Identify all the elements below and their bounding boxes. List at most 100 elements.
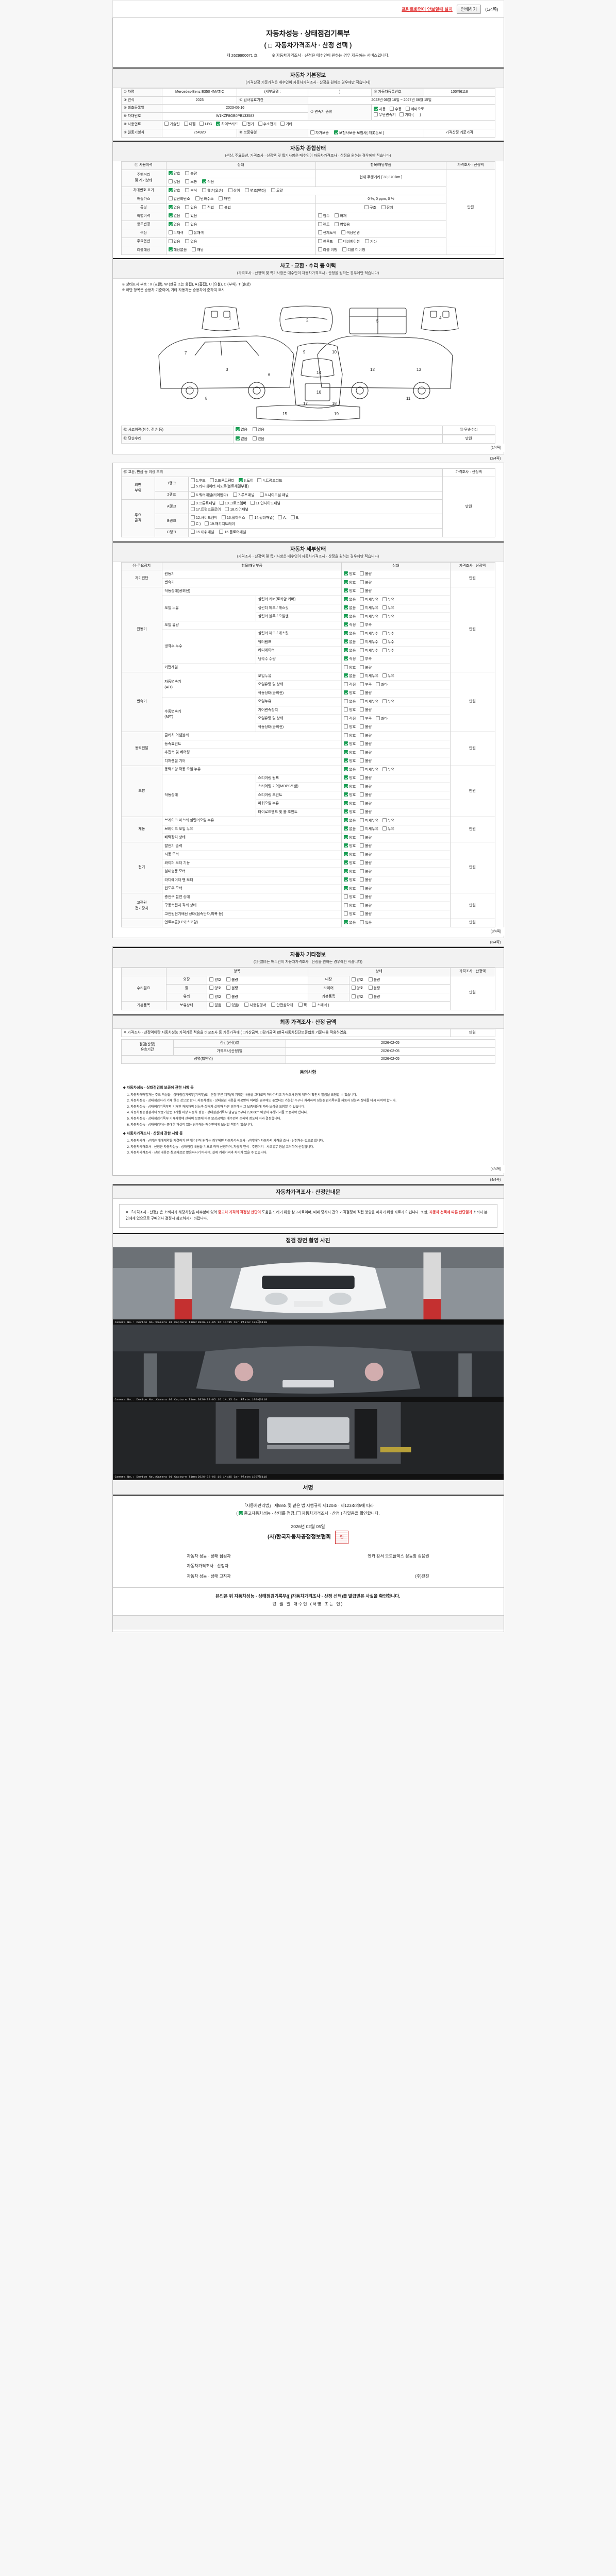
option-적정[interactable]: 적정 [344,656,356,663]
checkbox-icon[interactable] [360,869,364,873]
checkbox-icon[interactable] [259,492,264,497]
checkbox-icon[interactable] [368,977,373,981]
option-불량[interactable]: 불량 [360,750,372,756]
checkbox-icon[interactable] [360,673,364,678]
option-양호[interactable]: 양호 [344,733,356,739]
option-basic-good[interactable]: 양호 [351,994,363,1001]
checkbox-icon[interactable] [342,247,347,251]
checkbox-icon[interactable] [360,801,364,805]
option-양호[interactable]: 양호 [344,775,356,782]
option-없음[interactable]: 없음 [344,631,356,637]
option-color-chromatic[interactable]: 유채색 [188,230,204,236]
option-fuel-diesel[interactable]: 디젤 [184,122,195,128]
option-vin-different[interactable]: 상이 [228,188,240,194]
checkbox-icon[interactable] [335,213,339,217]
option-possession-yes[interactable]: 있음( [226,1003,239,1009]
checkbox-icon[interactable] [209,994,214,998]
checkbox-icon[interactable] [360,648,364,652]
checkbox-icon[interactable] [360,597,364,601]
checkbox-icon[interactable] [226,1003,231,1007]
checkbox-icon[interactable] [360,622,364,627]
option-front-panel[interactable]: 9.프론트패널 [191,501,215,507]
option-vin-altered[interactable]: 변조(변타) [245,188,266,194]
checkbox-icon[interactable] [232,492,237,497]
checkbox-icon[interactable] [376,682,380,686]
option-triangle[interactable]: 안전삼각대 [271,1003,293,1009]
checkbox-icon[interactable] [360,860,364,865]
option-recall-yes[interactable]: 해당 [192,247,204,253]
option-불량[interactable]: 불량 [360,877,372,884]
checkbox-icon[interactable] [344,588,348,593]
option-양호[interactable]: 양호 [344,801,356,807]
checkbox-icon[interactable] [344,835,348,839]
checkbox-icon[interactable] [344,792,348,797]
option-없음[interactable]: 없음 [344,699,356,705]
option-accident-none[interactable]: 없음 [236,427,247,433]
option-없음[interactable]: 없음 [344,605,356,612]
option-emission-smoke[interactable]: 매연 [219,196,230,202]
checkbox-icon[interactable] [360,733,364,737]
checkbox-icon[interactable] [168,239,173,243]
option-tire-good[interactable]: 양호 [351,986,363,992]
option-양호[interactable]: 양호 [344,741,356,748]
checkbox-icon[interactable] [344,758,348,763]
checkbox-icon[interactable] [168,171,173,175]
checkbox-icon[interactable] [344,852,348,856]
checkbox-icon[interactable] [252,436,257,440]
option-possession-none[interactable]: 없음 [209,1003,221,1009]
option-cross-member[interactable]: 10.크로스멤버 [220,501,246,507]
option-양호[interactable]: 양호 [344,784,356,790]
option-mileage-good[interactable]: 양호 [168,171,180,177]
option-special-flood[interactable]: 침수 [318,213,329,219]
option-양호[interactable]: 양호 [344,894,356,901]
checkbox-icon[interactable] [374,106,378,111]
option-accident-yes[interactable]: 있음 [252,427,264,433]
checkbox-icon[interactable] [364,239,369,243]
option-vin-damaged[interactable]: 훼손(오손) [202,188,223,194]
checkbox-icon[interactable] [344,894,348,899]
checkbox-icon[interactable] [191,521,195,526]
checkbox-icon[interactable] [344,690,348,695]
checkbox-icon[interactable] [360,690,364,695]
checkbox-icon[interactable] [271,1003,276,1007]
option-과다[interactable]: 과다 [376,682,388,688]
option-interior-good[interactable]: 양호 [351,977,363,984]
option-누유[interactable]: 누유 [382,699,394,705]
checkbox-icon[interactable] [344,767,348,771]
checkbox-icon[interactable] [360,665,364,669]
checkbox-icon[interactable] [382,699,387,703]
option-양호[interactable]: 양호 [344,860,356,867]
checkbox-icon[interactable] [344,903,348,907]
option-미세누유[interactable]: 미세누유 [360,826,378,833]
option-양호[interactable]: 양호 [344,758,356,765]
option-tire-bad[interactable]: 불량 [368,986,380,992]
option-wheel-bad[interactable]: 불량 [226,986,238,992]
checkbox-icon[interactable] [382,605,387,610]
checkbox-icon[interactable] [236,427,240,432]
option-불량[interactable]: 불량 [360,784,372,790]
option-fuel-lpg[interactable]: LPG [199,122,212,128]
option-없음[interactable]: 없음 [344,818,356,824]
checkbox-icon[interactable] [344,699,348,703]
checkbox-icon[interactable] [360,707,364,712]
option-pillar-b[interactable]: B, [290,515,299,521]
option-simple-none[interactable]: 없음 [236,436,247,443]
option-불량[interactable]: 불량 [360,571,372,578]
option-양호[interactable]: 양호 [344,869,356,875]
checkbox-icon[interactable] [188,230,193,234]
checkbox-icon[interactable] [219,530,224,534]
option-vin-good[interactable]: 양호 [168,188,180,194]
checkbox-icon[interactable] [360,809,364,814]
option-wheel-good[interactable]: 양호 [209,986,221,992]
checkbox-icon[interactable] [335,222,339,226]
checkbox-icon[interactable] [374,112,378,116]
checkbox-icon[interactable] [360,894,364,899]
checkbox-icon[interactable] [209,478,214,482]
checkbox-icon[interactable] [168,222,173,226]
checkbox-icon[interactable] [382,826,387,831]
checkbox-icon[interactable] [250,501,255,505]
option-color-changed[interactable]: 색상변경 [341,230,360,236]
option-tuning-illegal[interactable]: 불법 [219,205,231,211]
option-etc[interactable]: 기타 [364,239,377,245]
option-미세누수[interactable]: 미세누수 [360,631,378,637]
